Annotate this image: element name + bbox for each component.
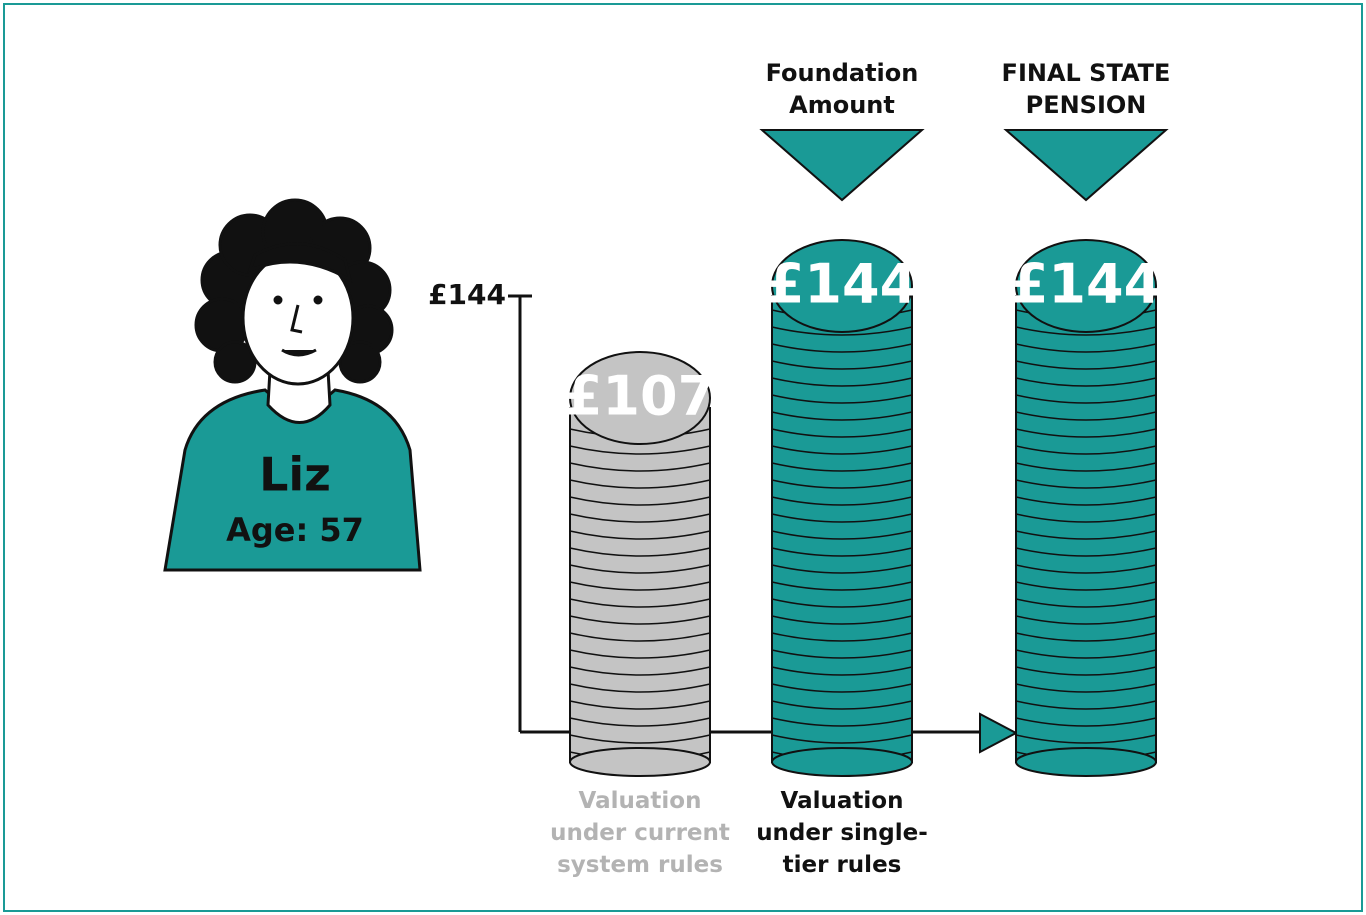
coin-bottom (772, 748, 912, 776)
category-label: Valuation under single-tier rules (752, 785, 932, 881)
person-name: Liz (259, 448, 331, 502)
coin-bottom (1016, 748, 1156, 776)
y-tick-label: £144 (428, 278, 506, 311)
person-age: Age: 57 (226, 511, 364, 549)
chart: Liz Age: 57 £144 £107 £144 FoundationAmount… (0, 0, 1366, 915)
coin-stack (772, 240, 912, 776)
value-label: £144 (1011, 253, 1161, 316)
value-label: £107 (565, 365, 715, 428)
page: Liz Age: 57 £144 £107 £144 FoundationAmount… (0, 0, 1366, 915)
x-axis-arrow (980, 714, 1016, 752)
header-pointer (1006, 130, 1166, 200)
category-label: Valuation under current system rules (550, 785, 730, 881)
header-pointer (762, 130, 922, 200)
coin-stack (1016, 240, 1156, 776)
coin-bottom (570, 748, 710, 776)
value-label: £144 (767, 253, 917, 316)
